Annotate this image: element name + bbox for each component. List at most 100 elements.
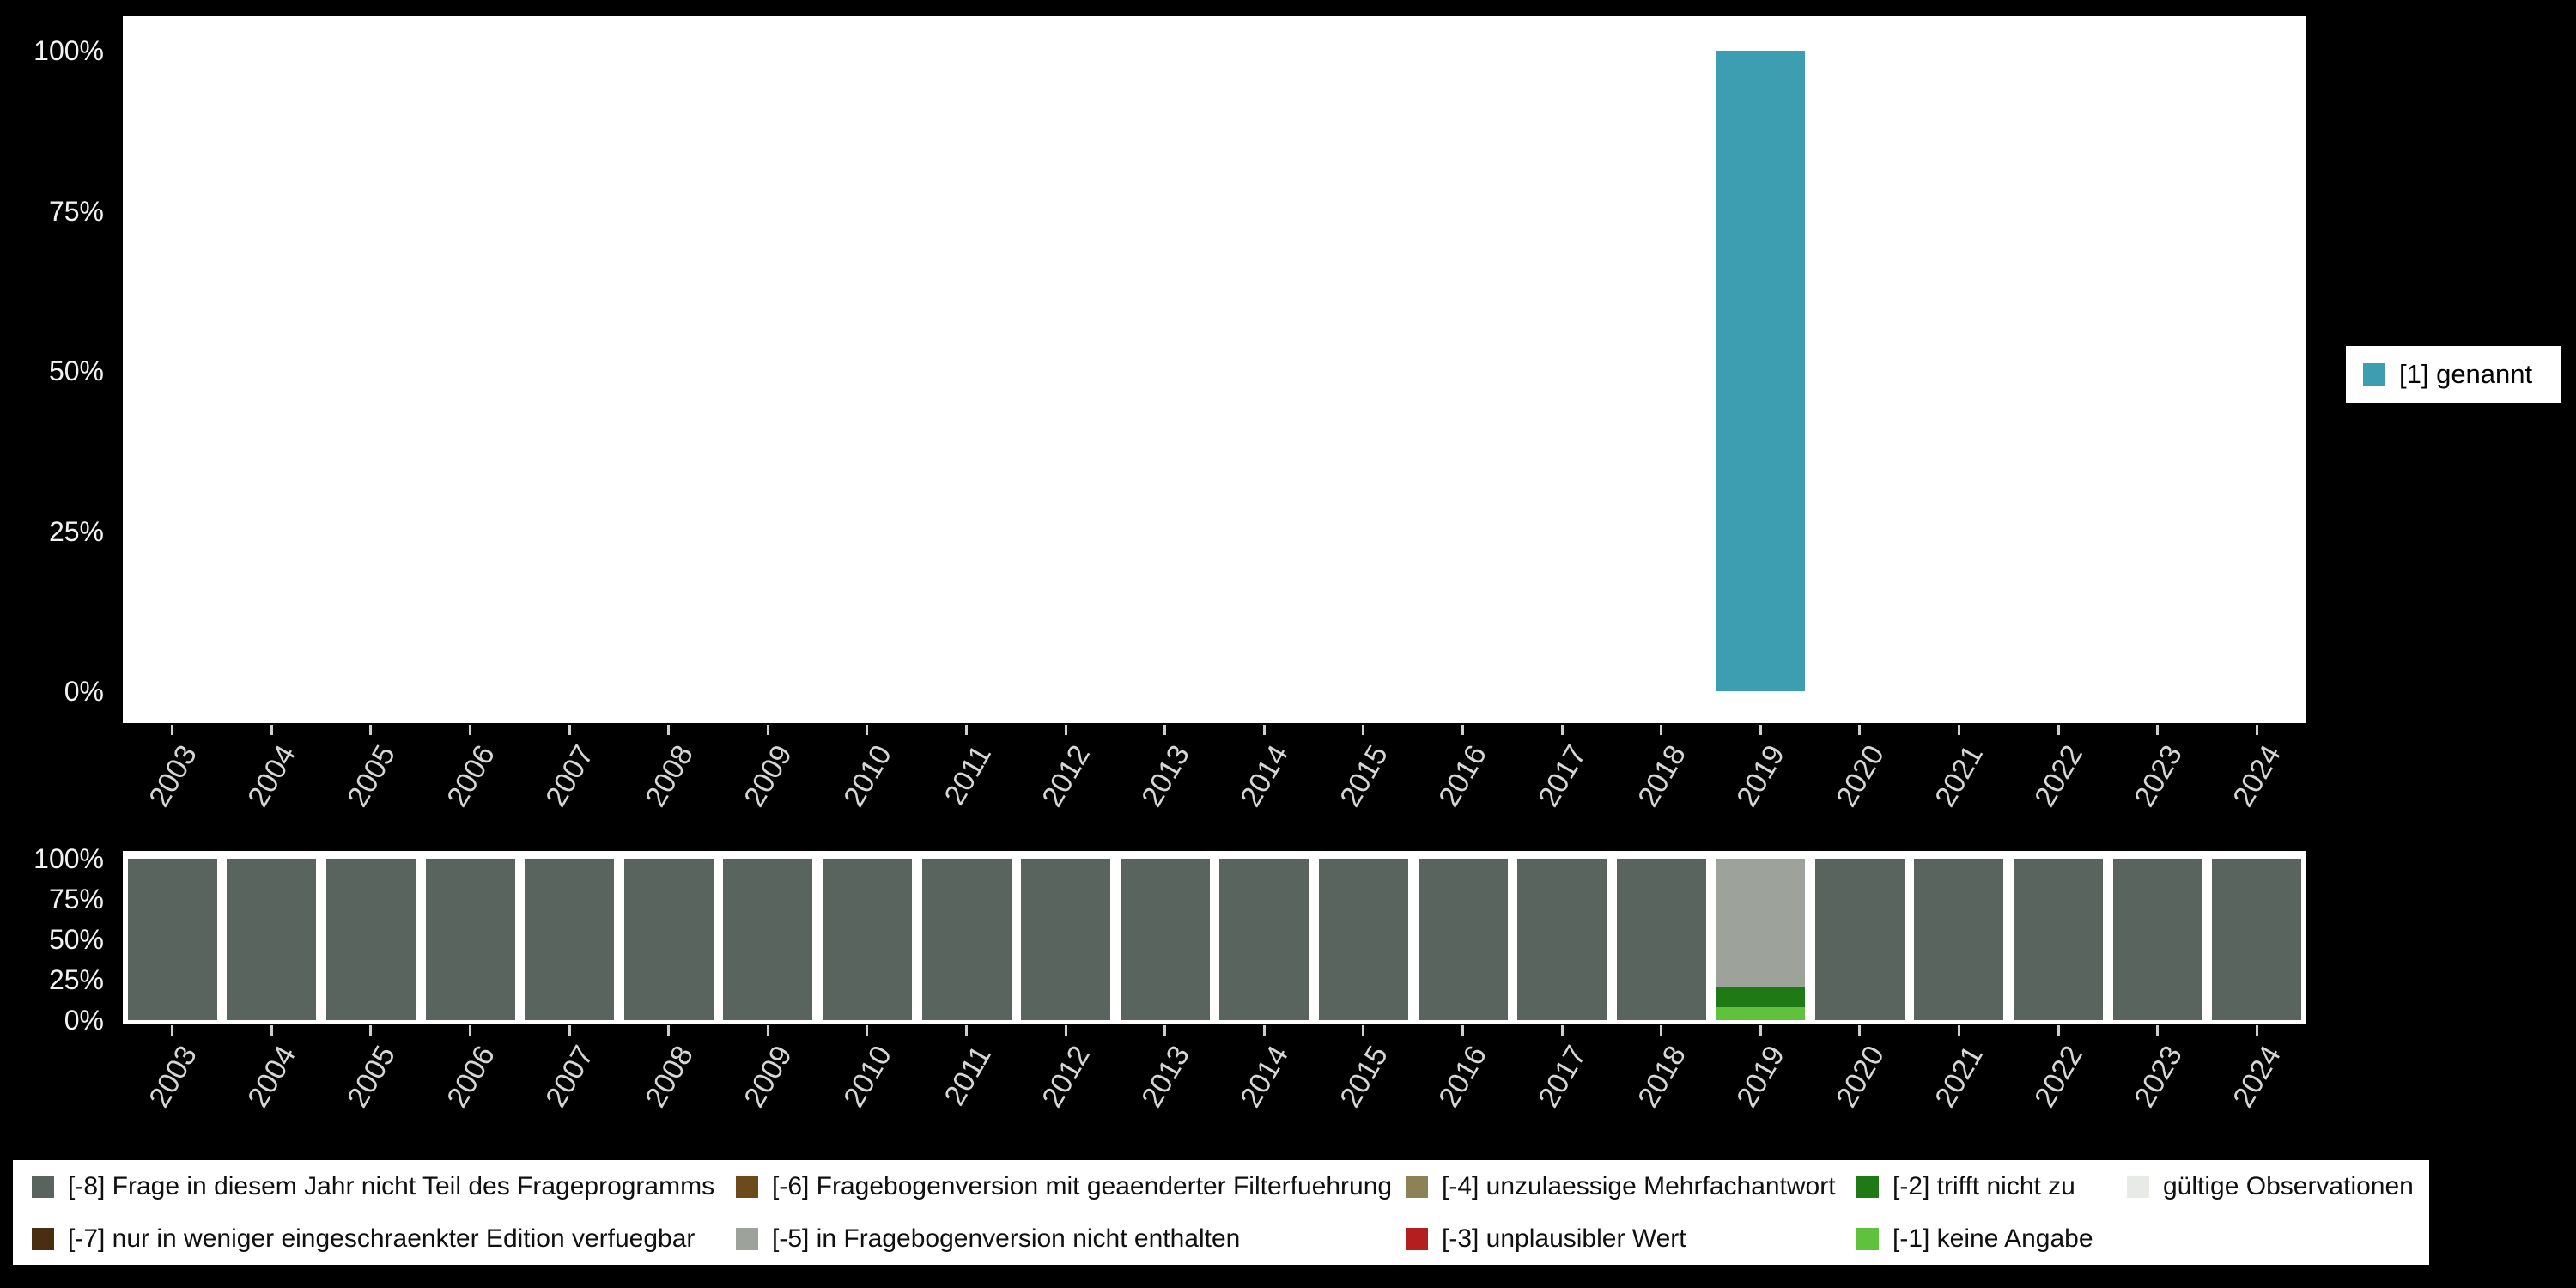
y-tick-label: 0% [64,1005,104,1036]
bar-segment-2024 [2212,859,2302,1020]
legend-item-label: [-2] trifft nicht zu [1893,1171,2075,1200]
bar-segment-2007 [525,859,615,1020]
legend-swatch [1406,1227,1428,1250]
legend-item-label: [-5] in Fragebogenversion nicht enthalte… [772,1224,1241,1253]
x-axis-tick [667,725,671,735]
x-axis-tick [965,1025,969,1036]
legend-swatch [2127,1175,2149,1198]
x-axis-tick [270,1025,273,1036]
x-axis-tick [568,725,571,735]
bar-segment-2018 [1616,859,1706,1020]
x-axis-tick [2156,725,2160,735]
x-axis-tick [1461,1025,1464,1036]
legend-item-label: [-4] unzulaessige Mehrfachantwort [1442,1171,1836,1200]
missings-legend: [-8] Frage in diesem Jahr nicht Teil des… [13,1160,2429,1265]
x-axis-tick [1759,725,1762,735]
legend-item: [-8] Frage in diesem Jahr nicht Teil des… [32,1172,736,1201]
x-axis-tick [1858,725,1862,735]
x-axis-tick [2156,1025,2160,1036]
x-axis-tick [866,725,869,735]
legend-item-label: [-1] keine Angabe [1893,1224,2093,1253]
bar-segment-2019 [1716,859,1806,988]
legend-item-label: [-7] nur in weniger eingeschraenkter Edi… [68,1224,696,1253]
y-tick-label: 100% [33,35,104,66]
x-axis-tick [965,725,969,735]
bar-segment-2013 [1120,859,1210,1020]
legend-item: [-5] in Fragebogenversion nicht enthalte… [736,1224,1406,1254]
legend-item-label: [-3] unplausibler Wert [1442,1224,1686,1253]
x-axis-tick [568,1025,571,1036]
x-axis-tick [1957,725,1960,735]
legend-item: [-4] unzulaessige Mehrfachantwort [1406,1172,1856,1201]
y-tick-label: 75% [48,884,104,914]
x-axis-tick [1262,1025,1266,1036]
legend-item-label: [-8] Frage in diesem Jahr nicht Teil des… [68,1171,715,1200]
x-axis-tick [1362,1025,1365,1036]
x-axis-tick [270,725,273,735]
legend-swatch [32,1175,54,1198]
y-tick-label: 50% [48,355,104,386]
y-tick-label: 75% [48,195,104,227]
x-axis-tick [2057,1025,2060,1036]
bar-segment-2016 [1418,859,1508,1020]
x-axis-tick [2057,725,2060,735]
x-axis-tick [171,1025,174,1036]
value-legend-label: [1] genannt [2399,359,2533,389]
missings-chart-plot-area [123,851,2306,1024]
bar-segment-2011 [921,859,1012,1020]
x-axis-tick [1461,725,1464,735]
bar-segment-2017 [1517,859,1607,1020]
bar-segment-2019 [1716,987,1806,1007]
x-axis-tick [766,725,769,735]
bar-segment-2008 [623,859,714,1020]
bar-segment-2006 [425,859,515,1020]
x-axis-tick [1064,1025,1067,1036]
legend-item: [-3] unplausibler Wert [1406,1224,1856,1254]
x-axis-tick [1163,725,1167,735]
bar-segment-2012 [1021,859,1111,1020]
y-tick-label: 0% [64,676,104,707]
x-axis-tick [469,1025,472,1036]
value-legend-swatch [2363,363,2385,386]
bar-segment-2019 [1716,1007,1806,1020]
bar-segment-2019 [1716,51,1806,691]
legend-swatch [1406,1175,1428,1198]
x-axis-tick [1560,725,1564,735]
legend-item-label: gültige Observationen [2163,1171,2414,1200]
y-tick-label: 25% [48,515,104,547]
legend-item: [-1] keine Angabe [1856,1224,2127,1254]
x-axis-tick [866,1025,869,1036]
legend-swatch [736,1175,758,1198]
x-axis-tick [2255,725,2258,735]
x-axis-tick [1560,1025,1564,1036]
legend-item: [-6] Fragebogenversion mit geaenderter F… [736,1172,1406,1201]
x-axis-tick [1660,1025,1663,1036]
x-axis-tick [369,725,373,735]
x-axis-tick [766,1025,769,1036]
legend-item-label: [-6] Fragebogenversion mit geaenderter F… [772,1171,1393,1200]
x-axis-tick [1362,725,1365,735]
y-tick-label: 25% [48,964,104,995]
value-legend: [1] genannt [2346,346,2561,403]
legend-swatch [32,1227,54,1250]
x-axis-tick [1163,1025,1167,1036]
legend-item: [-2] trifft nicht zu [1856,1172,2127,1201]
legend-swatch [736,1227,758,1250]
legend-swatch [1856,1227,1879,1250]
y-tick-label: 100% [33,843,104,874]
legend-swatch [1856,1175,1879,1198]
bar-segment-2023 [2112,859,2202,1020]
x-axis-tick [2255,1025,2258,1036]
bar-segment-2015 [1318,859,1408,1020]
legend-item: [-7] nur in weniger eingeschraenkter Edi… [32,1224,736,1254]
bar-segment-2014 [1219,859,1309,1020]
y-tick-label: 50% [48,924,104,955]
bar-segment-2005 [326,859,416,1020]
x-axis-tick [1262,725,1266,735]
x-axis-tick [1957,1025,1960,1036]
x-axis-tick [369,1025,373,1036]
bar-segment-2020 [1814,859,1905,1020]
bar-segment-2009 [723,859,813,1020]
bar-segment-2003 [127,859,217,1020]
